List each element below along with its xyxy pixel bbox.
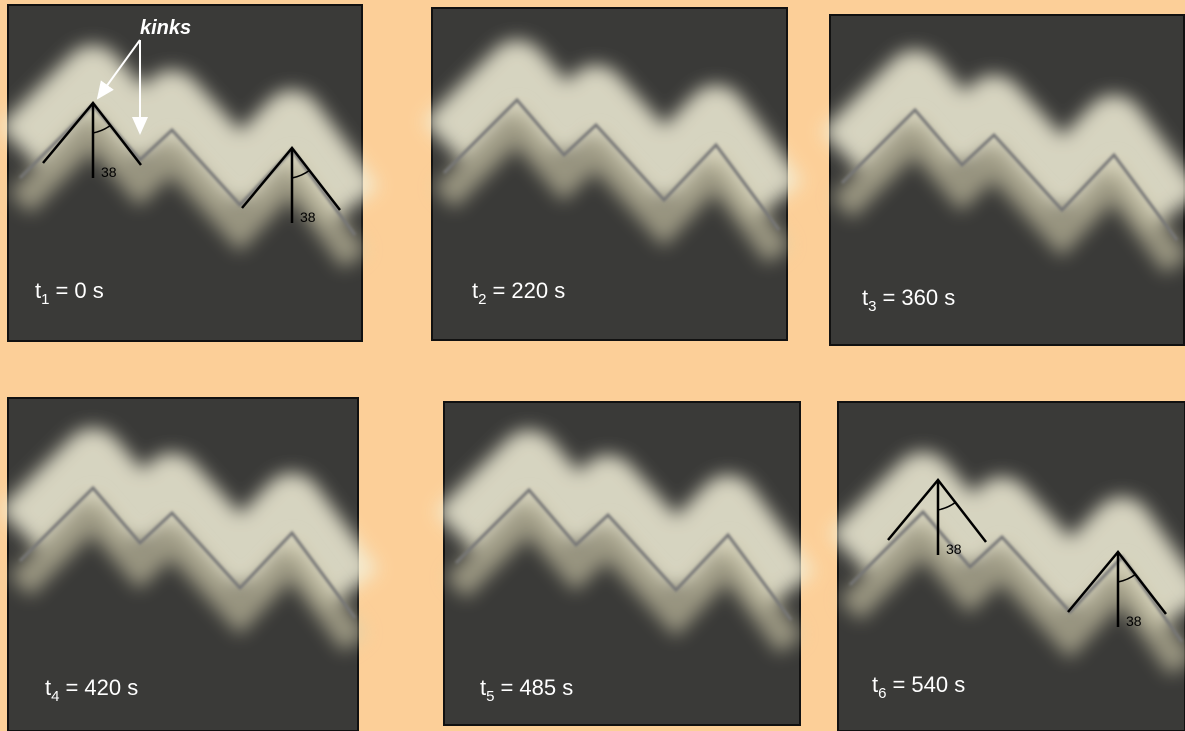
image-panel: t4= 420 s (8, 398, 358, 731)
time-sub: 1 (41, 291, 49, 308)
angle-label: 38 (1126, 613, 1142, 629)
time-value: = 360 s (882, 285, 955, 310)
kinks-label: kinks (140, 17, 191, 39)
time-sub: 6 (878, 685, 886, 702)
image-panel: t5= 485 s (444, 402, 800, 725)
time-value: = 420 s (65, 675, 138, 700)
time-value: = 485 s (500, 675, 573, 700)
time-value: = 540 s (892, 672, 965, 697)
image-panel: t3= 360 s (830, 15, 1184, 345)
time-sub: 5 (486, 688, 494, 705)
angle-label: 38 (946, 541, 962, 557)
angle-label: 38 (300, 209, 316, 225)
angle-label: 38 (101, 164, 117, 180)
time-value: = 220 s (492, 278, 565, 303)
time-value: = 0 s (55, 278, 103, 303)
image-panel: t2= 220 s (432, 8, 787, 340)
time-sub: 2 (478, 291, 486, 308)
time-sub: 3 (868, 298, 876, 315)
figure: t1= 0 s3838t2= 220 st3= 360 st4= 420 st5… (0, 0, 1185, 731)
time-sub: 4 (51, 688, 59, 705)
